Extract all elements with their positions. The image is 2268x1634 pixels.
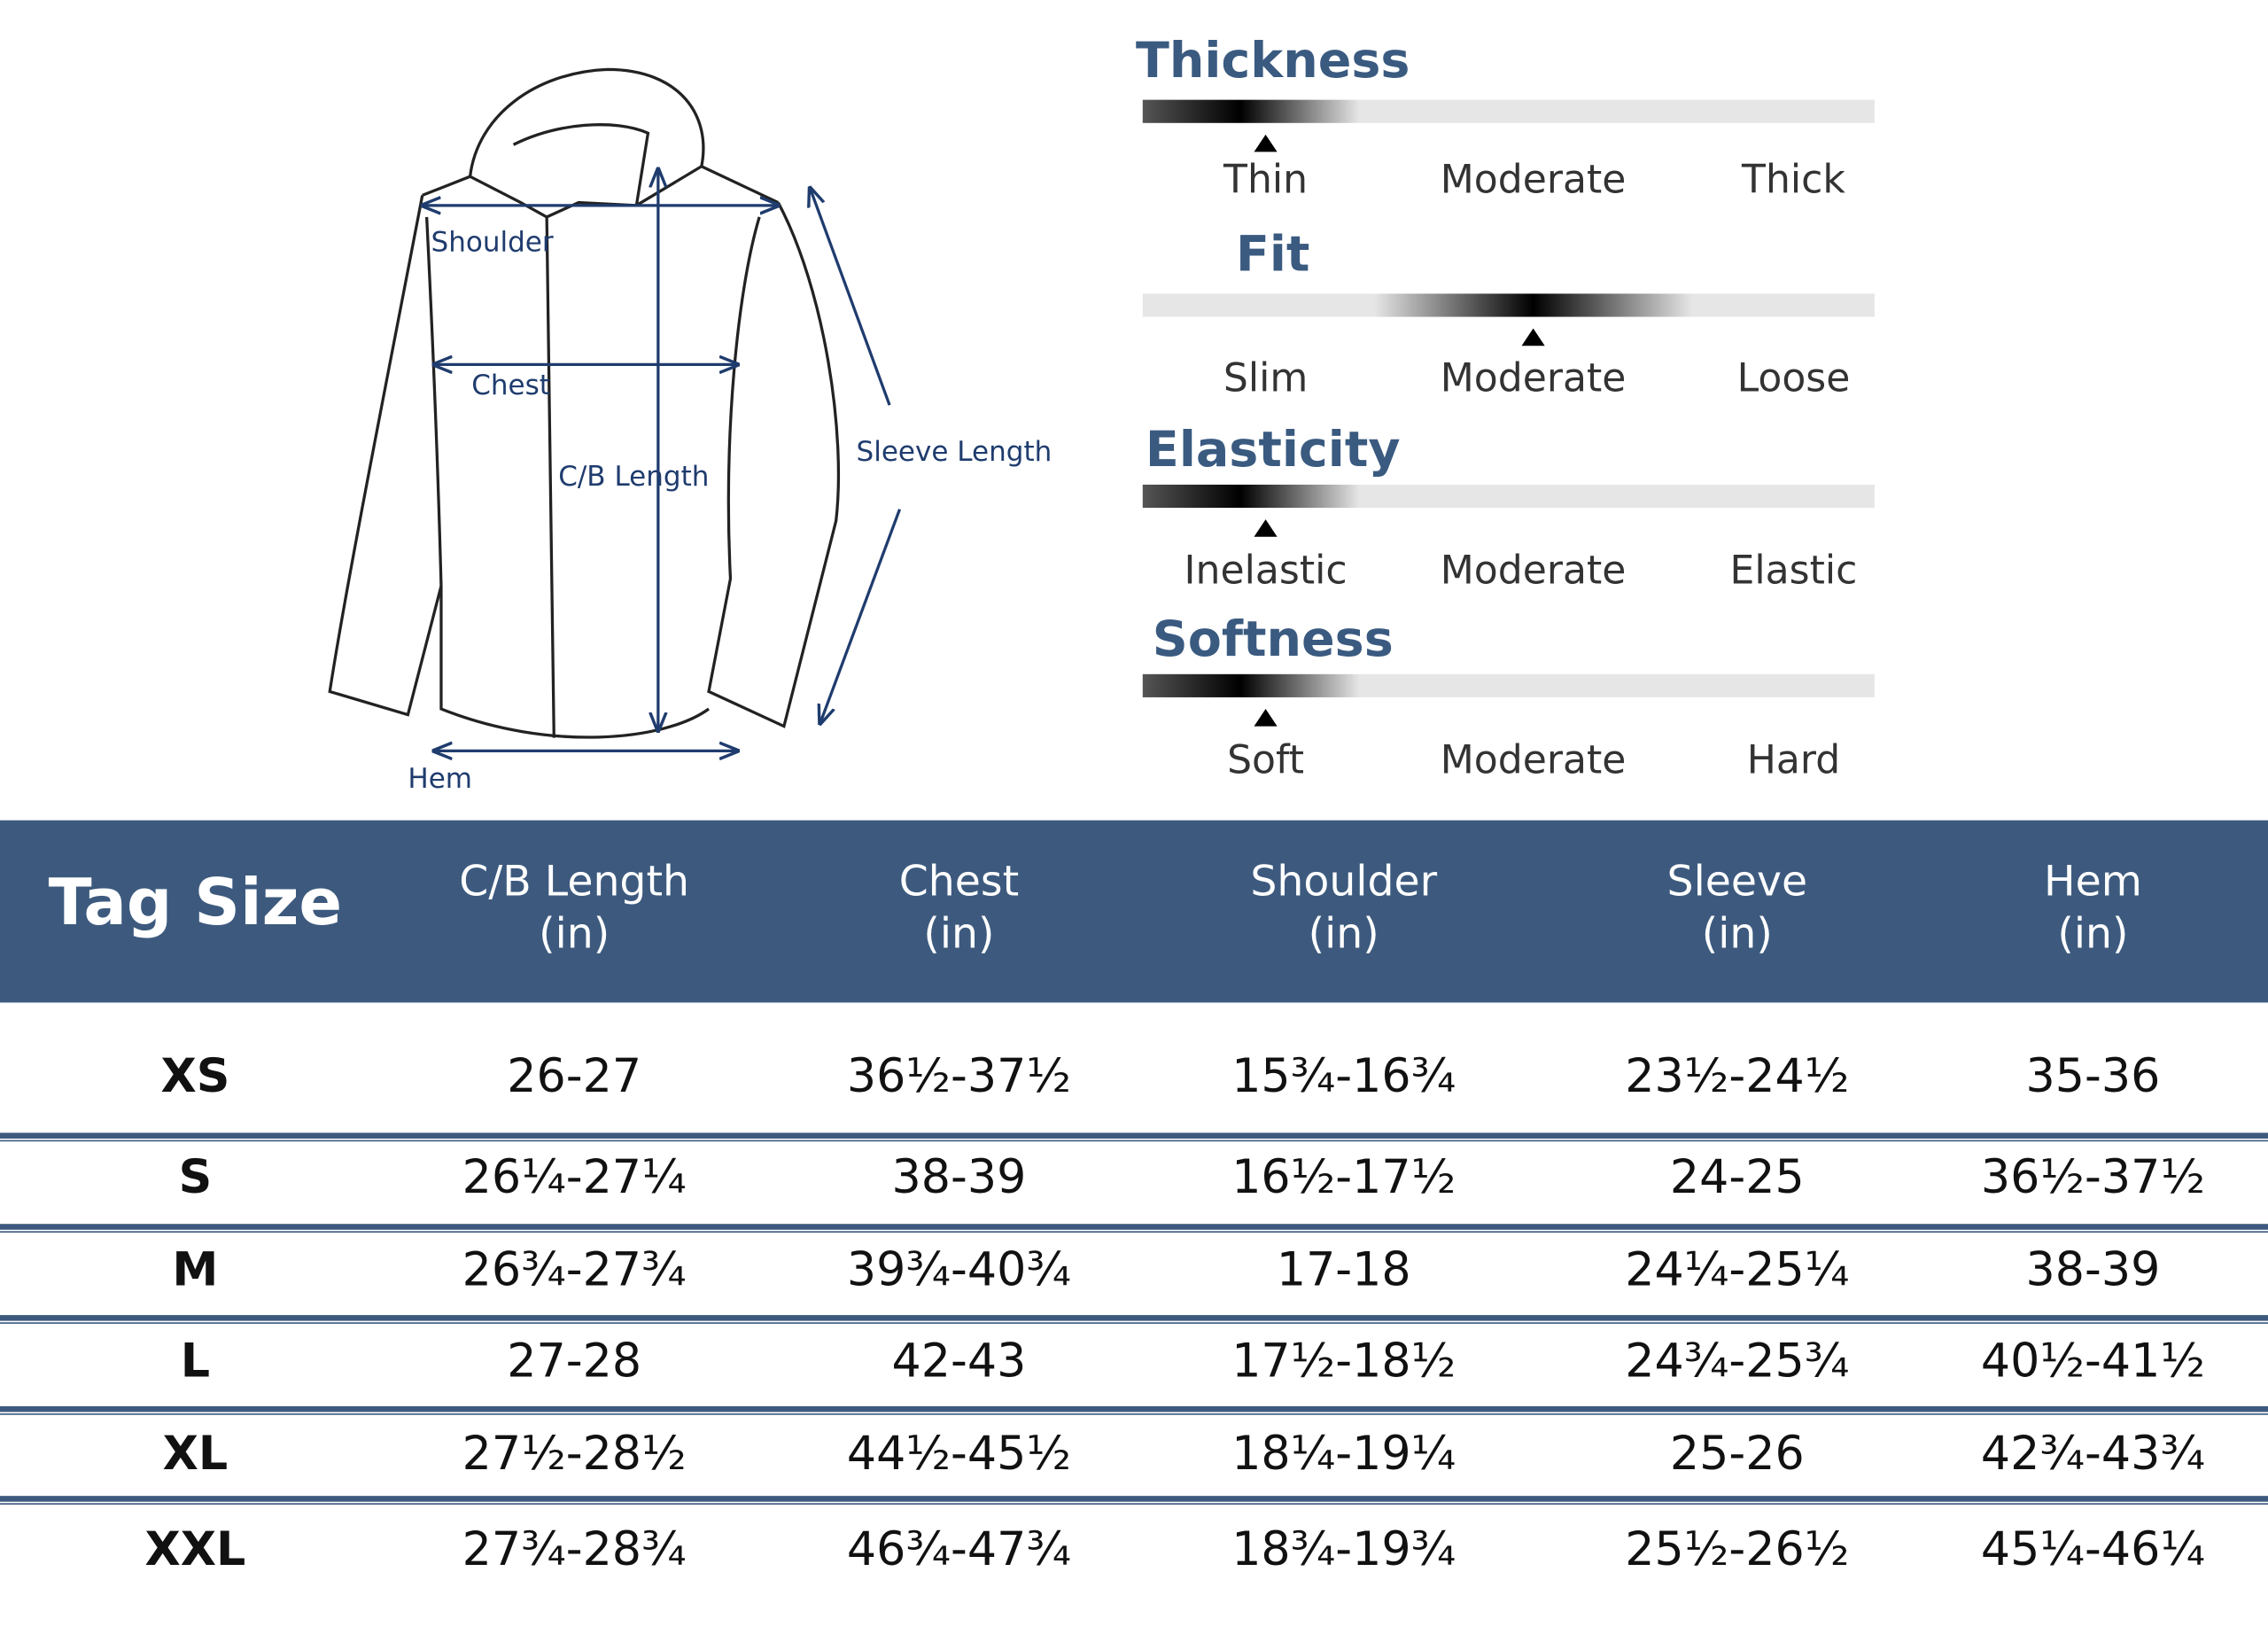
jacket-drawing xyxy=(328,67,841,739)
scale-pointer xyxy=(1254,709,1278,727)
cell: 24¾-25¾ xyxy=(1625,1335,1849,1389)
scale-option: Elastic xyxy=(1730,549,1858,594)
row-separator xyxy=(0,1315,2268,1321)
cell: 42-43 xyxy=(892,1335,1027,1389)
row-separator xyxy=(0,1496,2268,1502)
cell: 26-27 xyxy=(507,1050,641,1103)
scale-indicator xyxy=(1142,484,1360,509)
scale-option: Thick xyxy=(1741,158,1845,203)
cell: 27¾-28¾ xyxy=(462,1523,687,1576)
cell: 36½-37½ xyxy=(847,1050,1071,1103)
scale-option: Moderate xyxy=(1441,549,1627,594)
cell: 16½-17½ xyxy=(1231,1151,1456,1204)
cell: 38-39 xyxy=(2026,1244,2161,1297)
cell: 36½-37½ xyxy=(1981,1151,2205,1204)
cell: 24-25 xyxy=(1670,1151,1805,1204)
scale-pointer xyxy=(1254,134,1278,152)
cell: 18¼-19¼ xyxy=(1231,1428,1456,1481)
scale-option: Loose xyxy=(1737,355,1851,401)
diagram-label: C/B Length xyxy=(558,461,709,493)
cell: 24¼-25¼ xyxy=(1625,1244,1849,1297)
row-separator-thin xyxy=(0,1322,2268,1324)
cell: 46¾-47¾ xyxy=(847,1523,1071,1576)
cell: 17½-18½ xyxy=(1231,1335,1456,1389)
cell: 27½-28½ xyxy=(462,1428,687,1481)
cell: 40½-41½ xyxy=(1981,1335,2205,1389)
row-separator-thin xyxy=(0,1503,2268,1505)
column-header: C/B Length xyxy=(459,858,689,906)
column-unit: (in) xyxy=(2057,909,2128,958)
diagram-label: Sleeve Length xyxy=(857,436,1052,468)
row-separator-thin xyxy=(0,1140,2268,1142)
measure-arrows xyxy=(423,169,902,751)
cell: 17-18 xyxy=(1277,1244,1411,1297)
column-unit: (in) xyxy=(1702,909,1773,958)
size-label: XS xyxy=(160,1050,229,1103)
table-header: Tag Size xyxy=(49,865,343,939)
scale-title: Softness xyxy=(1153,611,1394,668)
cell: 23½-24½ xyxy=(1625,1050,1849,1103)
row-separator xyxy=(0,1224,2268,1230)
cell: 42¾-43¾ xyxy=(1981,1428,2205,1481)
column-header: Shoulder xyxy=(1250,858,1437,906)
size-label: XXL xyxy=(144,1523,245,1576)
column-unit: (in) xyxy=(923,909,994,958)
cell: 45¼-46¼ xyxy=(1981,1523,2205,1576)
scale-indicator xyxy=(1374,293,1693,317)
diagram-label: Shoulder xyxy=(431,226,554,258)
row-separator-thin xyxy=(0,1413,2268,1415)
column-header: Hem xyxy=(2044,858,2142,906)
cell: 39¾-40¾ xyxy=(847,1244,1071,1297)
cell: 26¾-27¾ xyxy=(462,1244,687,1297)
scale-title: Fit xyxy=(1236,226,1309,284)
column-unit: (in) xyxy=(539,909,610,958)
cell: 44½-45½ xyxy=(847,1428,1071,1481)
size-label: M xyxy=(172,1244,218,1297)
scale-pointer xyxy=(1521,328,1545,346)
size-label: L xyxy=(181,1335,210,1389)
scale-option: Moderate xyxy=(1441,158,1627,203)
cell: 25-26 xyxy=(1670,1428,1805,1481)
scale-option: Slim xyxy=(1223,355,1308,401)
scale-option: Inelastic xyxy=(1184,549,1348,594)
row-separator xyxy=(0,1405,2268,1412)
row-separator xyxy=(0,1132,2268,1139)
size-label: S xyxy=(179,1151,213,1204)
scale-title: Elasticity xyxy=(1146,421,1401,479)
diagram-label: Chest xyxy=(471,370,550,401)
cell: 35-36 xyxy=(2026,1050,2161,1103)
size-label: XL xyxy=(163,1428,229,1481)
scale-option: Moderate xyxy=(1441,737,1627,782)
cell: 25½-26½ xyxy=(1625,1523,1849,1576)
cell: 38-39 xyxy=(892,1151,1027,1204)
table-header-band xyxy=(0,820,2268,1003)
cell: 15¾-16¾ xyxy=(1231,1050,1456,1103)
scale-title: Thickness xyxy=(1136,32,1410,89)
scale-option: Soft xyxy=(1227,737,1304,782)
scale-option: Thin xyxy=(1223,158,1308,203)
diagram-label: Hem xyxy=(408,763,472,795)
scale-indicator xyxy=(1142,99,1360,123)
scale-pointer xyxy=(1254,519,1278,537)
cell: 27-28 xyxy=(507,1335,641,1389)
column-header: Sleeve xyxy=(1667,858,1808,906)
row-separator-thin xyxy=(0,1231,2268,1233)
cell: 18¾-19¾ xyxy=(1231,1523,1456,1576)
scale-option: Hard xyxy=(1747,737,1840,782)
scale-indicator xyxy=(1142,673,1360,697)
column-header: Chest xyxy=(899,858,1019,906)
cell: 26¼-27¼ xyxy=(462,1151,687,1204)
column-unit: (in) xyxy=(1309,909,1379,958)
scale-option: Moderate xyxy=(1441,355,1627,401)
